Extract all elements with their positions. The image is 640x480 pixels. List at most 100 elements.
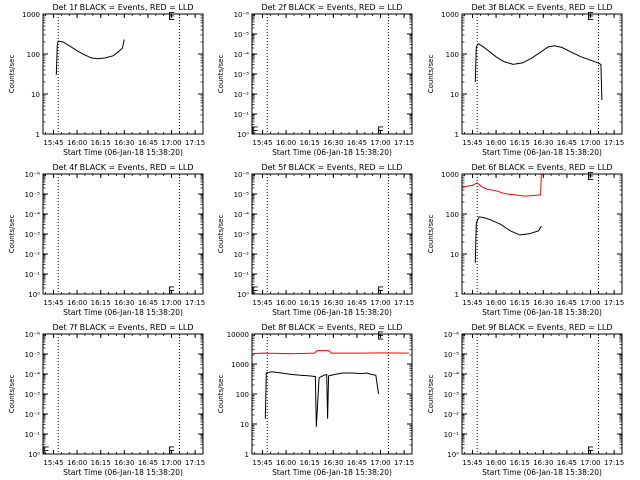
x-tick-label: 16:45 xyxy=(138,299,158,307)
y-tick-label: 10⁻⁵ xyxy=(444,351,460,359)
y-tick-label: 1 xyxy=(455,131,459,139)
y-tick-label: 100 xyxy=(236,391,249,399)
x-tick-label: 16:00 xyxy=(67,459,87,467)
x-tick-label: 16:15 xyxy=(510,299,530,307)
y-tick-label: 1000 xyxy=(441,171,459,179)
x-tick-label: 17:15 xyxy=(604,459,624,467)
e-marker: E xyxy=(251,284,258,297)
e-marker: E xyxy=(587,444,594,457)
panel-7: Det 7f BLACK = Events, RED = LLD 15:45 16:… xyxy=(8,323,205,477)
x-tick-label: 15:45 xyxy=(462,139,482,147)
y-axis-label: Counts/sec xyxy=(427,55,435,94)
x-tick-label: 16:45 xyxy=(557,299,577,307)
y-tick-label: 10 xyxy=(31,91,40,99)
x-tick-label: 17:00 xyxy=(370,299,390,307)
y-tick-label: 10⁰ xyxy=(28,291,40,299)
x-tick-label: 16:30 xyxy=(323,459,343,467)
x-tick-label: 17:00 xyxy=(370,459,390,467)
e-marker: E xyxy=(587,10,594,23)
y-axis-label: Counts/sec xyxy=(217,55,225,94)
x-tick-label: 17:15 xyxy=(604,299,624,307)
y-tick-label: 10⁻³ xyxy=(234,71,250,79)
x-tick-label: 16:15 xyxy=(91,459,111,467)
e-marker: E xyxy=(377,329,384,342)
y-tick-label: 10⁻² xyxy=(234,251,250,259)
y-axis-label: Counts/sec xyxy=(8,55,16,94)
e-marker: E xyxy=(168,444,175,457)
panel-8: Det 8f BLACK = Events, RED = LLD 15:45 16:… xyxy=(217,323,414,477)
y-tick-label: 10⁰ xyxy=(447,451,459,459)
y-tick-label: 10⁻² xyxy=(444,411,460,419)
y-tick-label: 10⁻⁶ xyxy=(444,331,460,339)
panel-6: Det 6f BLACK = Events, RED = LLD 15:45 16:… xyxy=(427,163,624,317)
y-axis-label: Counts/sec xyxy=(427,375,435,414)
x-tick-label: 16:45 xyxy=(138,459,158,467)
x-tick-label: 15:45 xyxy=(462,459,482,467)
y-tick-label: 100 xyxy=(446,211,459,219)
e-marker: E xyxy=(377,124,384,137)
x-tick-label: 17:00 xyxy=(161,299,181,307)
e-marker: E xyxy=(42,444,49,457)
series-line-1 xyxy=(461,173,542,197)
plot-frame xyxy=(42,13,204,135)
x-tick-label: 16:00 xyxy=(67,139,87,147)
panel-9: Det 9f BLACK = Events, RED = LLD 15:45 16:… xyxy=(427,323,624,477)
panel-title: Det 8f BLACK = Events, RED = LLD xyxy=(261,323,402,332)
x-axis-label: Start Time (06-Jan-18 15:38:20) xyxy=(482,308,602,317)
y-tick-label: 1 xyxy=(36,131,40,139)
y-axis-label: Counts/sec xyxy=(217,375,225,414)
panel-title: Det 6f BLACK = Events, RED = LLD xyxy=(471,163,612,172)
y-tick-label: 10⁻² xyxy=(234,91,250,99)
y-axis-label: Counts/sec xyxy=(427,215,435,254)
x-tick-label: 16:30 xyxy=(533,139,553,147)
y-tick-label: 10⁻⁴ xyxy=(444,371,460,379)
y-axis-label: Counts/sec xyxy=(8,375,16,414)
x-tick-label: 16:45 xyxy=(557,139,577,147)
plot-frame xyxy=(461,173,623,295)
series-line-2 xyxy=(264,371,380,427)
y-axis-label: Counts/sec xyxy=(217,215,225,254)
x-tick-label: 16:15 xyxy=(91,139,111,147)
x-tick-label: 16:30 xyxy=(114,459,134,467)
panel-title: Det 2f BLACK = Events, RED = LLD xyxy=(261,3,402,12)
e-marker: E xyxy=(251,124,258,137)
panel-1: Det 1f BLACK = Events, RED = LLD 15:45 16:… xyxy=(8,3,205,157)
y-tick-label: 10⁻⁶ xyxy=(25,171,41,179)
x-tick-label: 16:45 xyxy=(347,139,367,147)
x-tick-label: 16:00 xyxy=(486,139,506,147)
x-tick-label: 15:45 xyxy=(43,139,63,147)
y-tick-label: 10⁻¹ xyxy=(234,271,250,279)
x-tick-label: 16:30 xyxy=(323,139,343,147)
x-tick-label: 17:00 xyxy=(580,139,600,147)
x-tick-label: 17:00 xyxy=(580,459,600,467)
y-tick-label: 10⁻⁴ xyxy=(234,51,250,59)
x-tick-label: 15:45 xyxy=(43,299,63,307)
y-tick-label: 10⁻⁴ xyxy=(234,211,250,219)
e-marker: E xyxy=(168,284,175,297)
x-tick-label: 17:15 xyxy=(394,299,414,307)
x-tick-label: 16:15 xyxy=(300,139,320,147)
y-axis-label: Counts/sec xyxy=(8,215,16,254)
x-tick-label: 16:00 xyxy=(486,459,506,467)
x-tick-label: 17:15 xyxy=(604,139,624,147)
y-tick-label: 10⁻¹ xyxy=(25,271,41,279)
y-tick-label: 10000 xyxy=(227,331,249,339)
y-tick-label: 10⁻¹ xyxy=(25,431,41,439)
x-tick-label: 16:30 xyxy=(533,299,553,307)
series-line-1 xyxy=(55,39,125,75)
x-tick-label: 16:15 xyxy=(510,459,530,467)
x-tick-label: 15:45 xyxy=(252,459,272,467)
x-tick-label: 17:15 xyxy=(394,139,414,147)
series-line-2 xyxy=(474,216,542,263)
panel-2: Det 2f BLACK = Events, RED = LLD 15:45 16:… xyxy=(217,3,414,157)
x-axis-label: Start Time (06-Jan-18 15:38:20) xyxy=(272,468,392,477)
y-tick-label: 1000 xyxy=(22,11,40,19)
x-tick-label: 15:45 xyxy=(462,299,482,307)
x-tick-label: 16:30 xyxy=(533,459,553,467)
series-line-1 xyxy=(252,350,409,355)
x-axis-label: Start Time (06-Jan-18 15:38:20) xyxy=(482,148,602,157)
x-tick-label: 16:30 xyxy=(114,299,134,307)
y-tick-label: 10⁰ xyxy=(237,131,249,139)
x-tick-label: 16:00 xyxy=(276,459,296,467)
y-tick-label: 10⁻⁵ xyxy=(234,191,250,199)
